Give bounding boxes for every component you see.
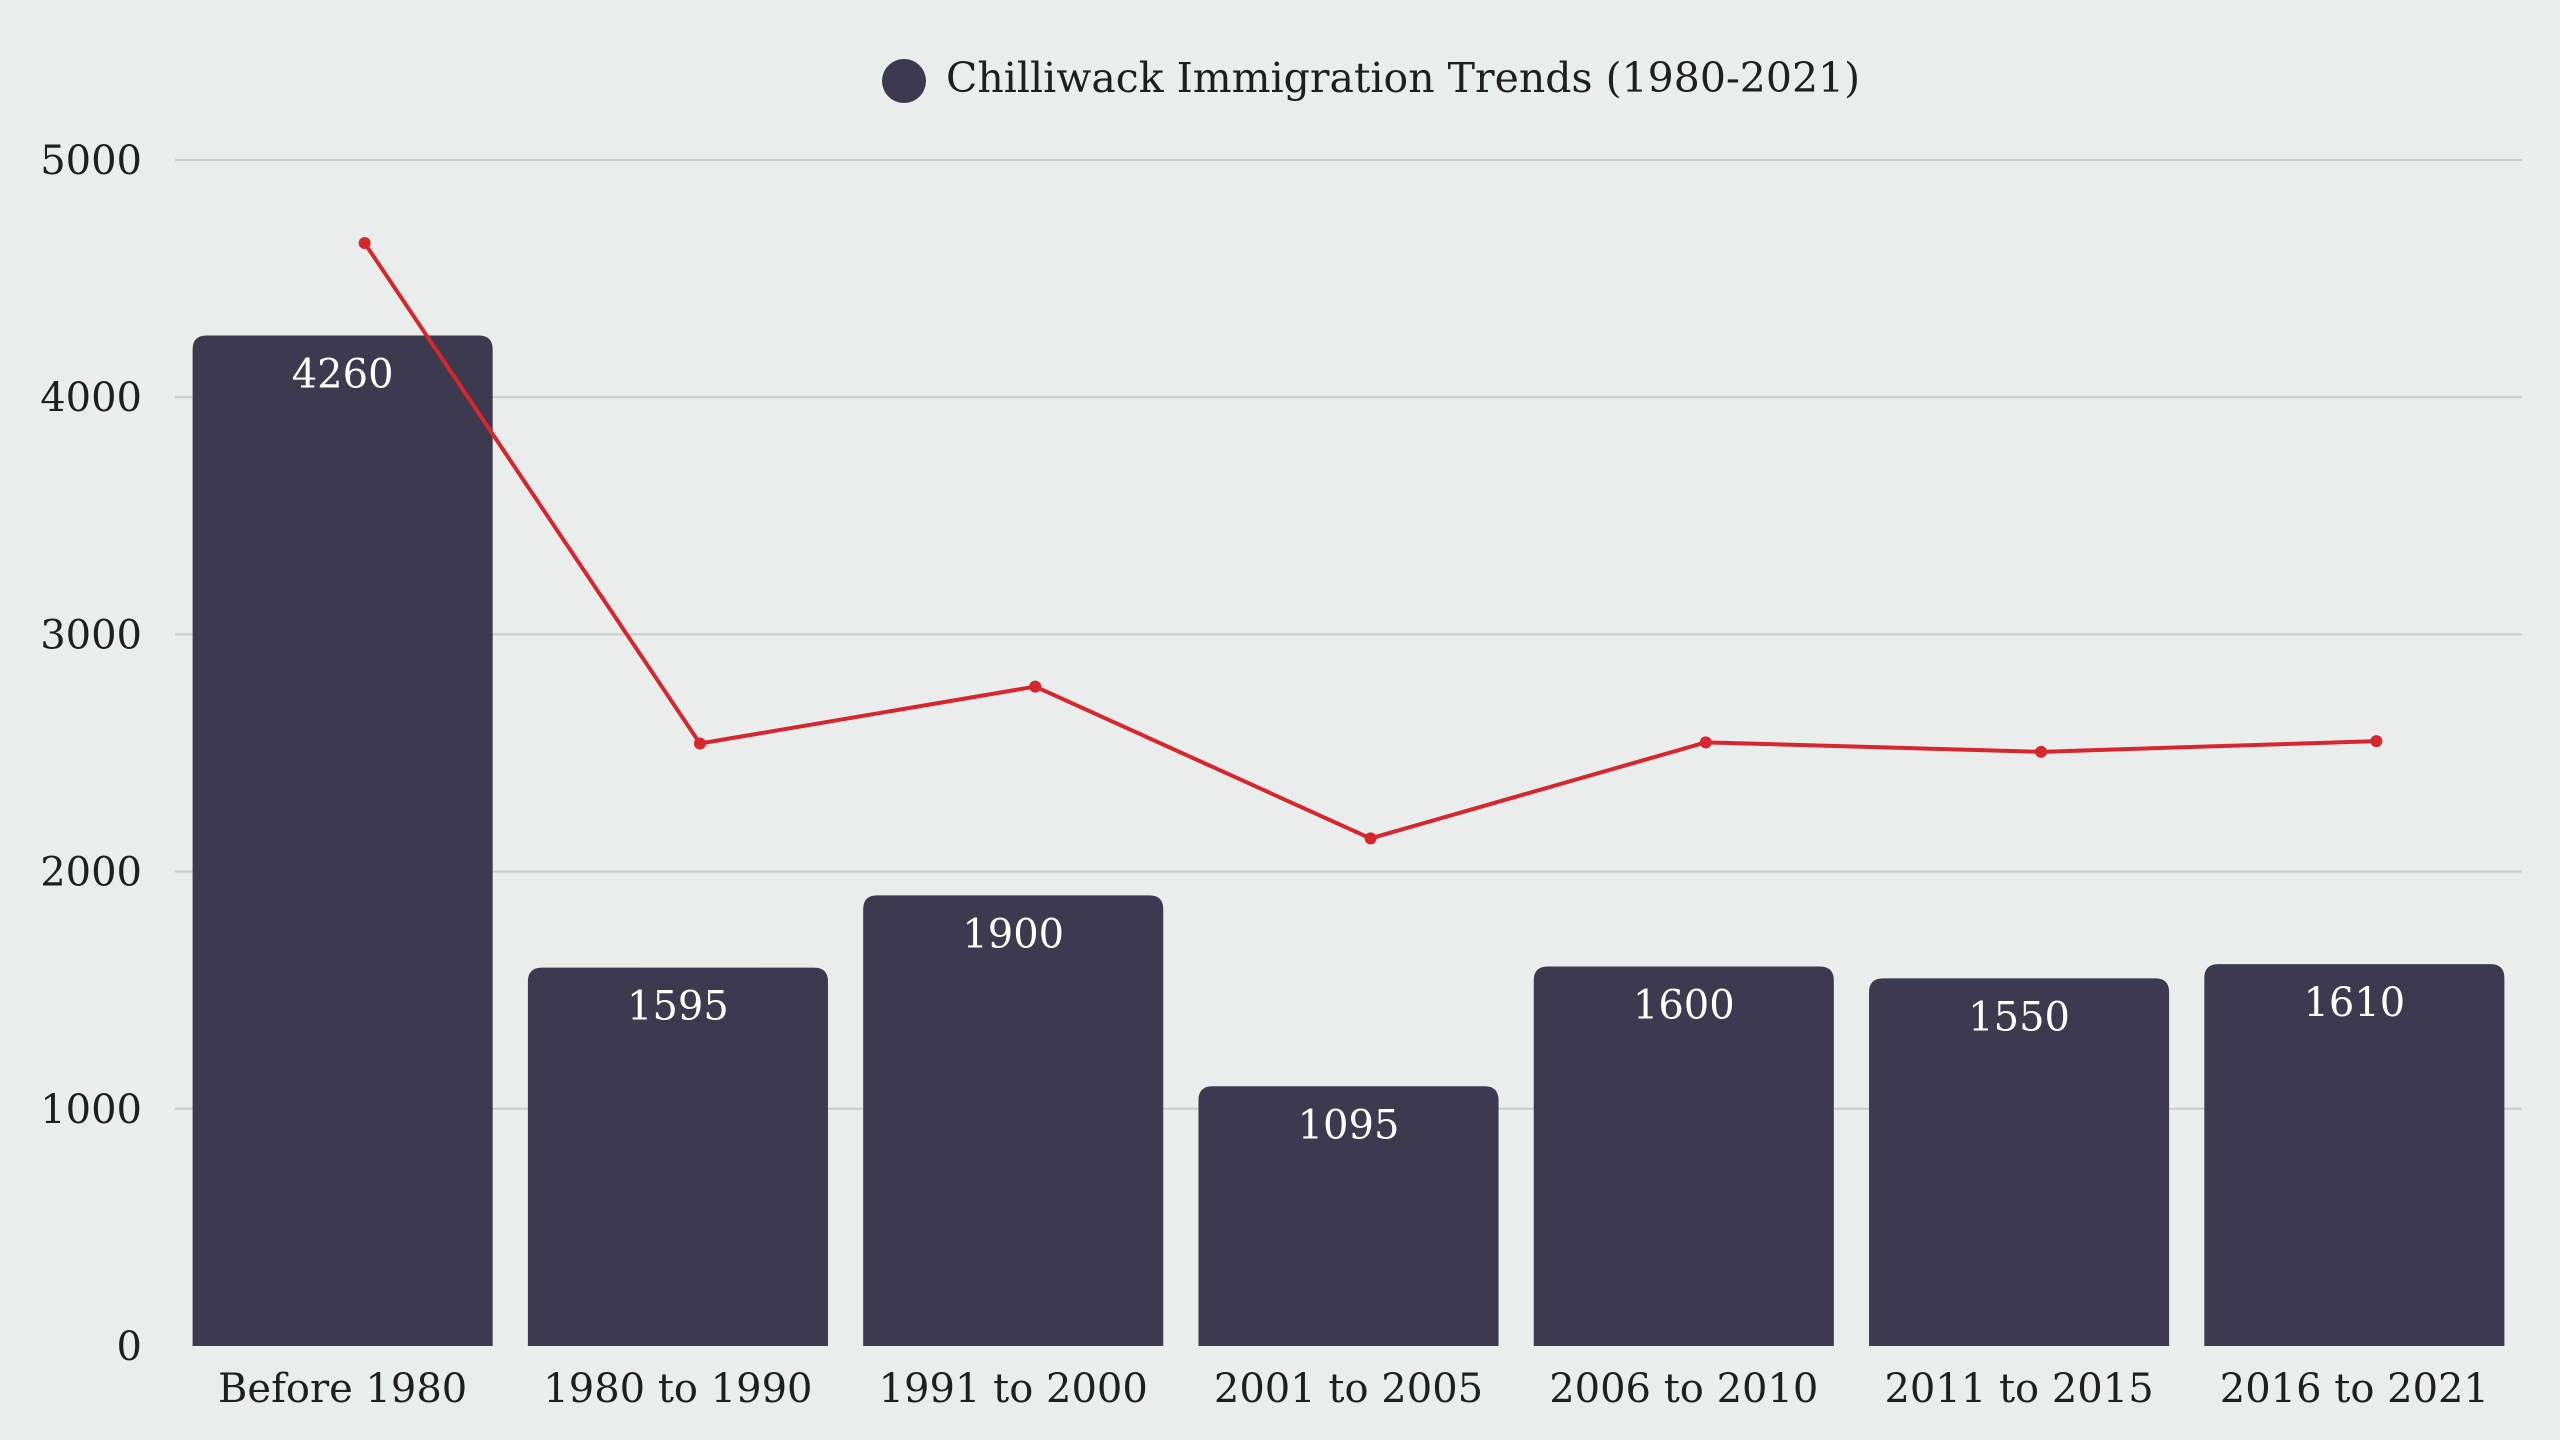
line-point: [693, 737, 706, 750]
x-tick-label: 2016 to 2021: [2220, 1366, 2489, 1412]
axes: 0 1000 2000 3000 4000 5000 Before 1980 1980 to …: [40, 138, 2489, 1412]
line-point: [1029, 680, 1042, 693]
line-point: [2370, 735, 2383, 748]
x-tick-label: 2011 to 2015: [1884, 1366, 2153, 1412]
bar: [1198, 1086, 1499, 1346]
x-tick-label: 2001 to 2005: [1214, 1366, 1483, 1412]
y-tick-label: 5000: [40, 138, 142, 184]
bar: [1533, 966, 1834, 1346]
legend-swatch: [882, 59, 926, 103]
y-tick-label: 0: [117, 1324, 142, 1370]
line-point: [1364, 832, 1377, 845]
bar: [2204, 964, 2505, 1346]
bar-value-label: 1600: [1633, 982, 1735, 1028]
x-tick-label: 1980 to 1990: [543, 1366, 812, 1412]
line-point: [358, 237, 371, 250]
line-path: [362, 241, 2377, 841]
x-tick-label: Before 1980: [218, 1366, 467, 1412]
bar-series: 4260 1595 1900 1095 1600 1550 1610: [192, 335, 2505, 1346]
bar-value-label: 1900: [962, 911, 1064, 957]
bar-value-label: 1550: [1968, 994, 2070, 1040]
y-tick-label: 3000: [40, 612, 142, 658]
legend-label: Chilliwack Immigration Trends (1980-2021…: [946, 54, 1860, 102]
line-point: [1699, 736, 1712, 749]
bar-value-label: 4260: [292, 352, 394, 398]
bar: [863, 895, 1164, 1346]
x-tick-label: 2006 to 2010: [1549, 1366, 1818, 1412]
bar-value-label: 1595: [627, 984, 729, 1030]
y-tick-label: 2000: [40, 850, 142, 896]
bar: [192, 335, 493, 1346]
bar: [527, 967, 828, 1346]
line-series: [358, 237, 2383, 845]
line-point: [2035, 745, 2048, 758]
bar: [1869, 978, 2170, 1346]
legend: Chilliwack Immigration Trends (1980-2021…: [882, 54, 1860, 103]
y-tick-label: 1000: [40, 1087, 142, 1133]
x-tick-label: 1991 to 2000: [879, 1366, 1148, 1412]
bar-value-label: 1610: [2303, 980, 2405, 1026]
gridlines: [175, 159, 2522, 1110]
bar-value-label: 1095: [1298, 1102, 1400, 1148]
y-tick-label: 4000: [40, 375, 142, 421]
